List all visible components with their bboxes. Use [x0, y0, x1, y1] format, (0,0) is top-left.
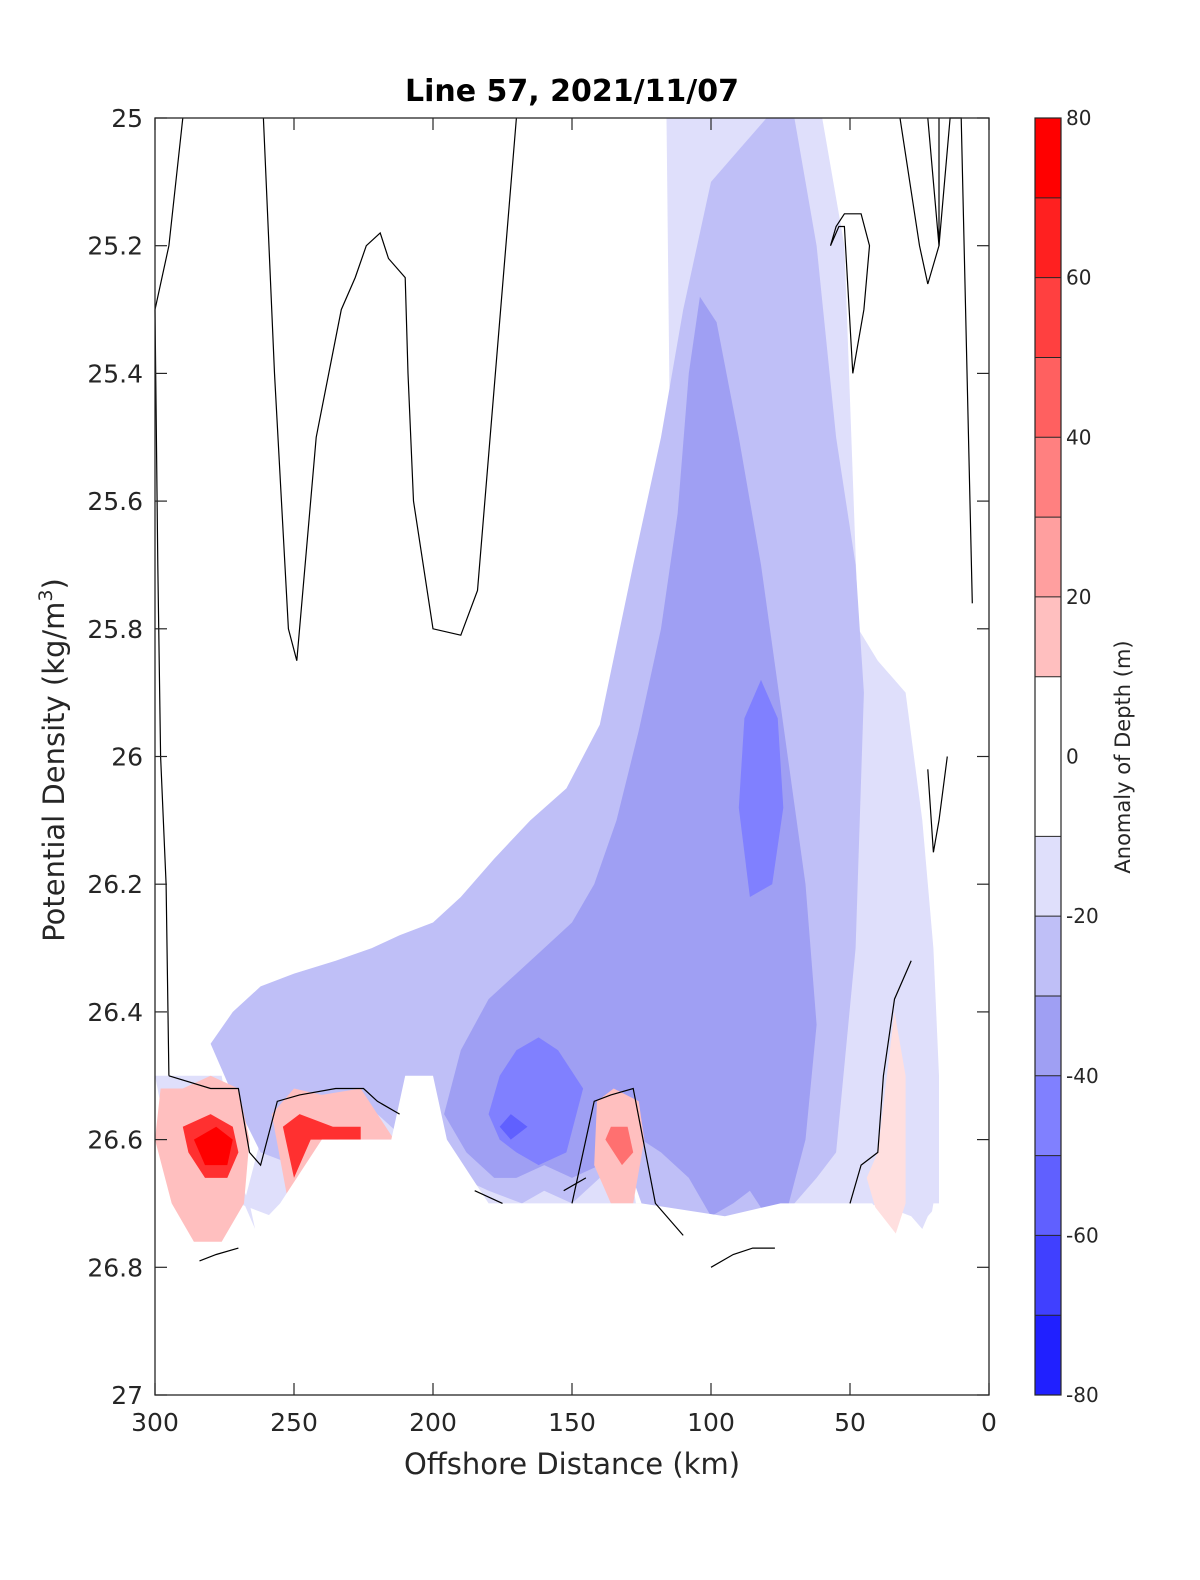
contour-region-band-pos-250-inner [282, 1114, 361, 1178]
y-axis-ticks: 25 25.2 25.4 25.6 25.8 26 26.2 26.4 26.6 26.8 27 [87, 104, 989, 1410]
y-tick-label: 26.6 [87, 1126, 143, 1155]
x-tick-label: 50 [834, 1408, 866, 1437]
zero-contour-13 [199, 1247, 239, 1262]
x-tick-label: 200 [409, 1408, 457, 1437]
colorbar-tick-label: 0 [1066, 745, 1079, 769]
colorbar-band [1035, 1235, 1061, 1316]
contour-region-band-50-60 [499, 1114, 528, 1140]
colorbar-tick-label: 80 [1066, 106, 1091, 130]
colorbar-tick-label: -80 [1066, 1383, 1099, 1407]
zero-contour-12 [849, 960, 912, 1204]
zero-contour-0 [154, 117, 184, 310]
colorbar-tick-label: 40 [1066, 425, 1091, 449]
y-tick-label: 26.8 [87, 1253, 143, 1282]
chart-title: Line 57, 2021/11/07 [405, 74, 739, 109]
plot-area [154, 117, 990, 1396]
colorbar-frame [1034, 117, 1062, 1396]
contour-region-band-pos-30 [866, 1011, 906, 1255]
contour-regions [155, 118, 939, 1255]
y-tick-label: 25.4 [87, 359, 143, 388]
colorbar-tick-label: -20 [1066, 904, 1099, 928]
zero-contour-4 [474, 1190, 503, 1204]
colorbar-band [1035, 277, 1061, 358]
x-tick-label: 250 [270, 1408, 318, 1437]
y-tick-label: 25.6 [87, 487, 143, 516]
colorbar-band [1035, 517, 1061, 597]
no-data-masks [155, 1075, 989, 1395]
colorbar-label: Anomaly of Depth (m) [1111, 640, 1135, 873]
zero-contour-7 [710, 1247, 775, 1268]
colorbar-band [1035, 1315, 1061, 1395]
mask-bottom [155, 1075, 989, 1395]
zero-contour-3 [262, 117, 517, 661]
colorbar-band [1035, 357, 1061, 438]
x-tick-label: 300 [131, 1408, 179, 1437]
y-tick-label: 26.4 [87, 998, 143, 1027]
y-tick-label: 27 [111, 1381, 143, 1410]
y-axis-label-close: ) [37, 578, 71, 589]
contour-region-band-30-40 [444, 296, 817, 1217]
colorbar-tick-label: 60 [1066, 266, 1091, 290]
colorbar-band [1035, 118, 1061, 198]
x-tick-label: 0 [981, 1408, 997, 1437]
x-tick-label: 100 [687, 1408, 735, 1437]
zero-contour-8 [829, 213, 871, 374]
y-tick-label: 25.2 [87, 232, 143, 261]
zero-contour-2 [168, 1075, 400, 1167]
y-axis-label-sup: 3 [35, 589, 57, 601]
x-axis-ticks: 300 250 200 150 100 50 0 [131, 118, 997, 1437]
colorbar-band [1035, 197, 1061, 278]
y-tick-label: 26 [111, 743, 143, 772]
colorbar-band [1035, 437, 1061, 518]
y-axis-label: Potential Density (kg/m3) [35, 578, 71, 942]
colorbar-tick-label: -40 [1066, 1064, 1099, 1088]
y-tick-label: 25.8 [87, 615, 143, 644]
colorbar-band [1035, 836, 1061, 917]
colorbar-band [1035, 596, 1061, 677]
colorbar-band [1035, 1075, 1061, 1156]
colorbar-tick-label: -60 [1066, 1223, 1099, 1247]
x-tick-label: 150 [548, 1408, 596, 1437]
colorbar-band [1035, 995, 1061, 1076]
y-tick-label: 25 [111, 104, 143, 133]
colorbar-band [1035, 676, 1061, 837]
zero-contour-10 [927, 117, 940, 246]
colorbar-band [1035, 1155, 1061, 1236]
x-axis-label: Offshore Distance (km) [404, 1447, 740, 1481]
contour-region-band-pos-70-80 [193, 1126, 233, 1166]
colorbar-tick-label: 20 [1066, 585, 1091, 609]
contour-region-band-pos-135-inner [605, 1126, 634, 1166]
colorbar: 80 60 40 20 0 -20 -40 -60 -80 [1034, 106, 1099, 1407]
y-axis-label-main: Potential Density (kg/m [37, 602, 71, 942]
zero-contour-6 [563, 1177, 587, 1192]
colorbar-band [1035, 916, 1061, 996]
y-tick-label: 26.2 [87, 870, 143, 899]
contour-region-band-40-50-core [738, 679, 784, 897]
zero-contour-11 [927, 756, 948, 853]
zero-contour-5 [571, 1087, 684, 1236]
